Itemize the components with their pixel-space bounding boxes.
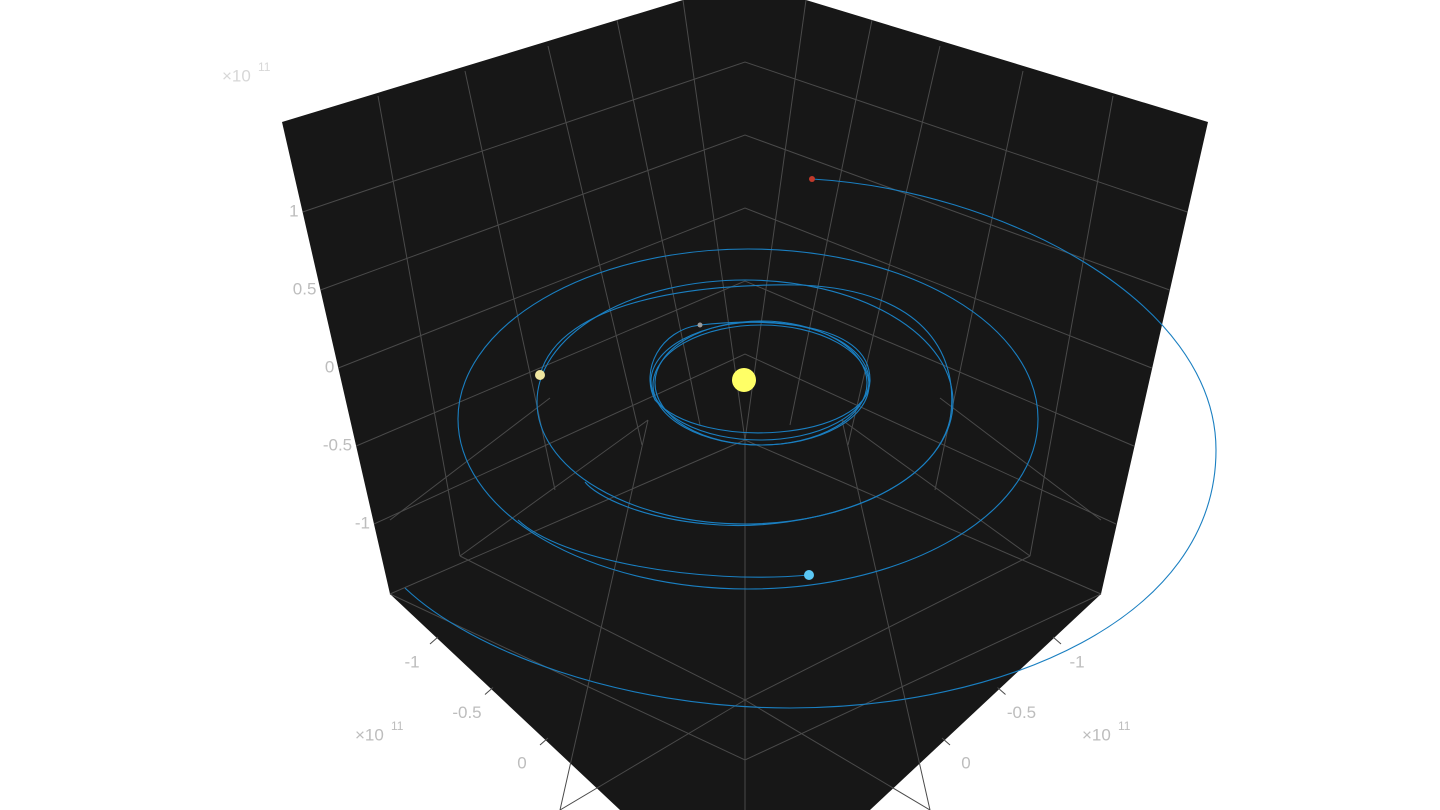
multiplier-x: ×10 11 — [355, 719, 404, 744]
axis-multiplier-exponent: 11 — [258, 60, 271, 74]
orbit — [536, 279, 954, 525]
tick-mark — [997, 687, 1006, 695]
bodies — [535, 176, 815, 580]
axis-multiplier: ×10 — [222, 66, 251, 85]
tick-mark — [484, 687, 494, 695]
axes-box — [282, 0, 1208, 810]
grid-line — [373, 353, 1117, 525]
z-tick-label: 0.5 — [293, 279, 317, 298]
orbits — [404, 178, 1217, 709]
x-tick-label: -1 — [404, 652, 419, 671]
y-tick-label: -0.5 — [1007, 703, 1036, 722]
grid-line — [302, 61, 1188, 213]
tick-mark — [539, 737, 549, 746]
x-tick-label: -0.5 — [452, 703, 481, 722]
tick-mark — [1052, 636, 1062, 645]
planet — [535, 370, 545, 380]
planet — [809, 176, 815, 182]
grid — [302, 0, 1188, 810]
axis-multiplier: ×10 — [355, 725, 384, 744]
multiplier-z: ×10 11 — [222, 60, 271, 85]
grid-line — [338, 207, 1152, 369]
orbit — [404, 178, 1217, 709]
floor-grid — [389, 397, 1102, 810]
y-tick-label: 0 — [961, 753, 970, 772]
grid-line — [355, 280, 1135, 447]
planet — [804, 570, 814, 580]
sun — [732, 368, 756, 392]
tick-mark — [429, 636, 439, 645]
axis-multiplier: ×10 — [1082, 725, 1111, 744]
z-tick-label: -0.5 — [323, 435, 352, 454]
z-tick-label: 1 — [289, 201, 298, 220]
axis-multiplier-exponent: 11 — [391, 719, 404, 733]
y-tick-label: -1 — [1069, 652, 1084, 671]
orbit — [457, 248, 1039, 590]
multiplier-y: ×10 11 — [1082, 719, 1131, 744]
axis-multiplier-exponent: 11 — [1118, 719, 1131, 733]
tick-mark — [941, 737, 951, 746]
orbit — [654, 320, 868, 446]
z-tick-label: 0 — [325, 357, 334, 376]
x-tick-label: 0 — [517, 753, 526, 772]
z-tick-label: -1 — [355, 513, 370, 532]
orbit — [649, 321, 871, 434]
orbit — [539, 284, 953, 527]
planet — [697, 322, 703, 328]
orbit — [517, 519, 810, 578]
grid-line — [320, 134, 1170, 291]
